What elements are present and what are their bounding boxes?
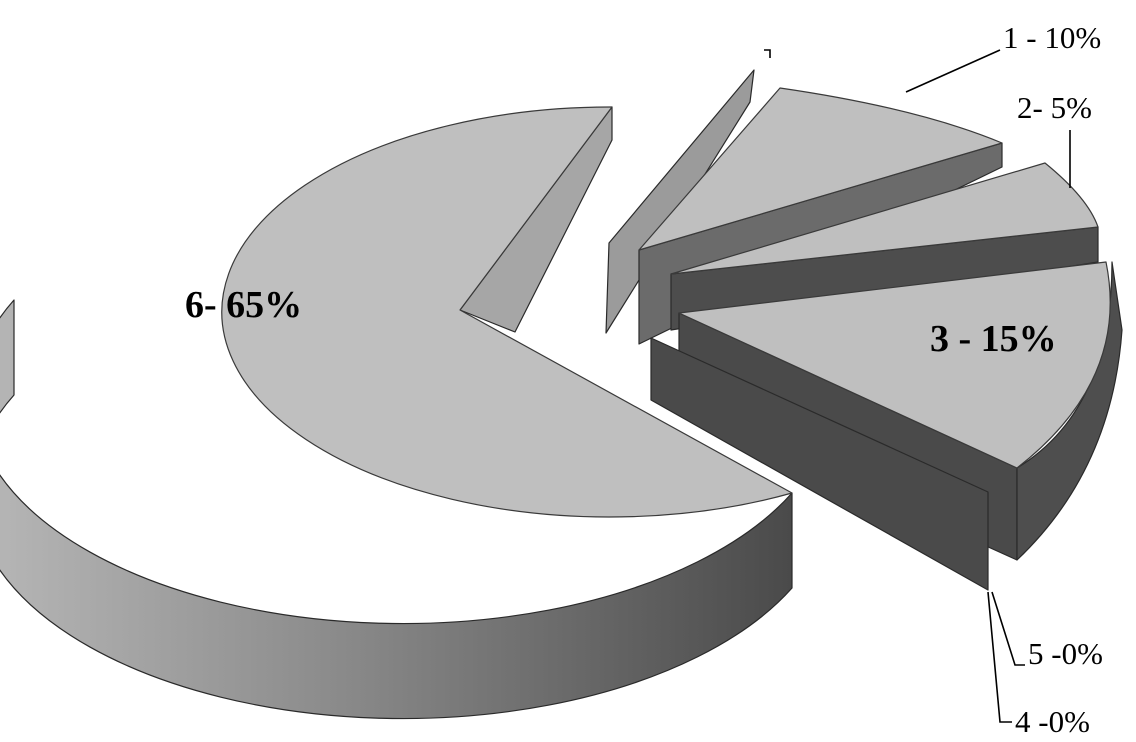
- slice-6-outer-wall: [0, 299, 793, 720]
- slice-label-1: 1 - 10%: [1003, 20, 1101, 55]
- leader-line-4: [987, 591, 1012, 723]
- slice-2-top: [670, 162, 1099, 275]
- slice-label-5: 5 -0%: [1028, 636, 1103, 671]
- slice-3-top: [678, 261, 1111, 469]
- slice-1-top: [638, 87, 1003, 251]
- slice-4-5-panel: [650, 337, 989, 591]
- slice-label-6: 6- 65%: [185, 284, 302, 326]
- pie-slice-4-5: [650, 337, 989, 591]
- slice-6-top: [221, 106, 793, 518]
- slice-label-4: 4 -0%: [1015, 704, 1090, 739]
- slice-label-3: 3 - 15%: [930, 318, 1057, 360]
- pie-slice-6: [0, 106, 793, 720]
- leader-line-7: [764, 49, 771, 58]
- leader-line-1: [905, 49, 1001, 93]
- slice-3-outer-wall: [1016, 261, 1123, 561]
- leader-line-5: [991, 591, 1025, 666]
- slice-label-2: 2- 5%: [1017, 90, 1092, 125]
